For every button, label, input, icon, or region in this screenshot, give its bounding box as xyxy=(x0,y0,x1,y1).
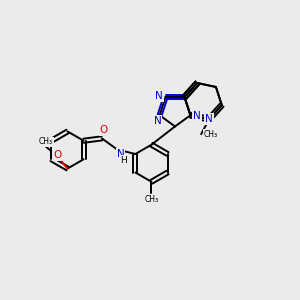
Text: N: N xyxy=(205,114,213,124)
Text: CH₃: CH₃ xyxy=(39,137,53,146)
Text: O: O xyxy=(53,150,61,160)
Text: CH₃: CH₃ xyxy=(144,195,158,204)
Text: CH₃: CH₃ xyxy=(203,130,218,139)
Text: N: N xyxy=(117,149,124,159)
Text: N: N xyxy=(154,116,161,126)
Text: N: N xyxy=(193,111,201,122)
Text: N: N xyxy=(155,91,163,101)
Text: O: O xyxy=(100,125,108,135)
Text: H: H xyxy=(120,156,127,165)
